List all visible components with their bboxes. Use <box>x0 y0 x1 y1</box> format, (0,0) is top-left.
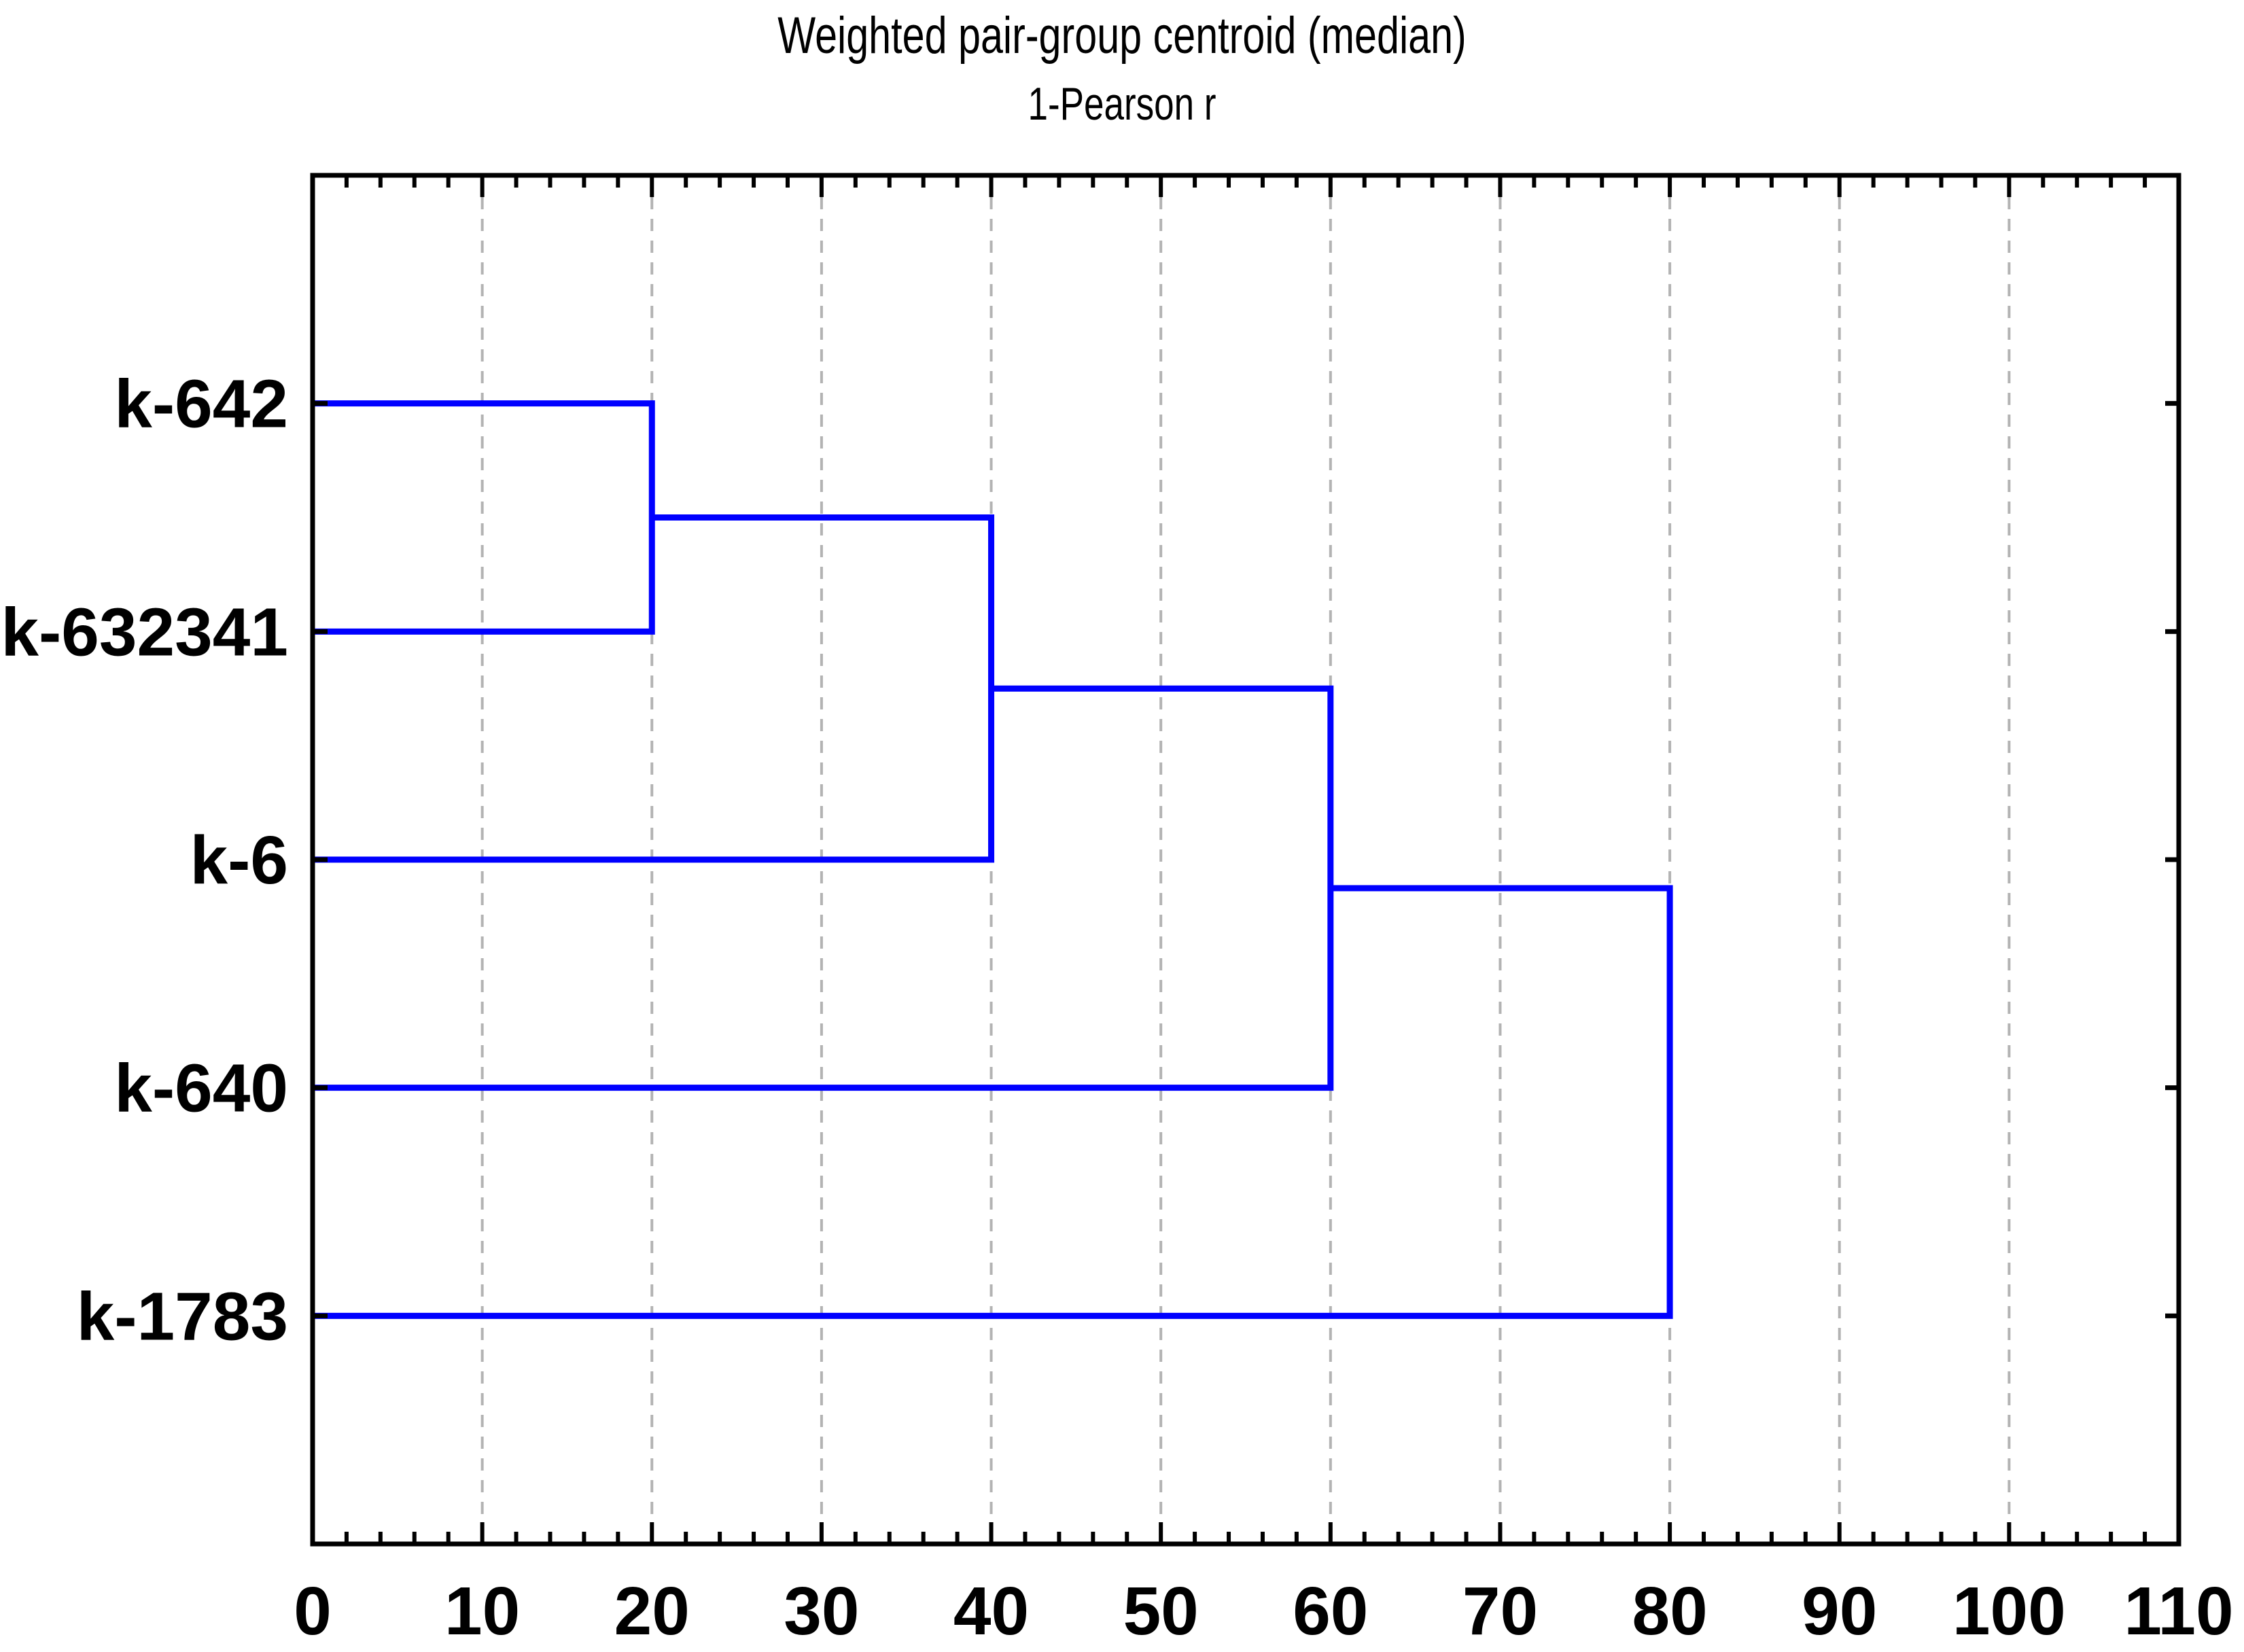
x-tick-label-90: 90 <box>1802 1573 1877 1649</box>
leaf-label-k-642: k-642 <box>114 366 288 442</box>
x-tick-label-110: 110 <box>2124 1573 2233 1649</box>
x-tick-label-10: 10 <box>444 1573 520 1649</box>
dendrogram-links <box>313 400 1673 1319</box>
x-tick-label-0: 0 <box>294 1573 332 1649</box>
x-tick-label-70: 70 <box>1462 1573 1538 1649</box>
x-tick-label-20: 20 <box>614 1573 690 1649</box>
chart-subtitle: 1-Pearson r <box>1028 78 1216 130</box>
chart-title: Weighted pair-group centroid (median) <box>777 7 1467 65</box>
x-tick-label-60: 60 <box>1293 1573 1368 1649</box>
x-tick-label-80: 80 <box>1632 1573 1707 1649</box>
leaf-label-k-640: k-640 <box>114 1051 288 1127</box>
x-tick-label-50: 50 <box>1123 1573 1199 1649</box>
x-tick-label-100: 100 <box>1952 1573 2066 1649</box>
leaf-label-k-1783: k-1783 <box>77 1278 288 1354</box>
leaf-label-k-632341: k-632341 <box>1 594 288 670</box>
x-tick-label-40: 40 <box>953 1573 1029 1649</box>
leaf-label-k-6: k-6 <box>190 822 288 898</box>
labels: k-642 k-632341 k-6 k-640 k-1783 0 10 20 30 40 50 60… <box>1 366 2233 1649</box>
x-tick-label-30: 30 <box>784 1573 859 1649</box>
axes <box>310 173 2181 1547</box>
dendrogram-link-3 <box>313 885 1673 1319</box>
